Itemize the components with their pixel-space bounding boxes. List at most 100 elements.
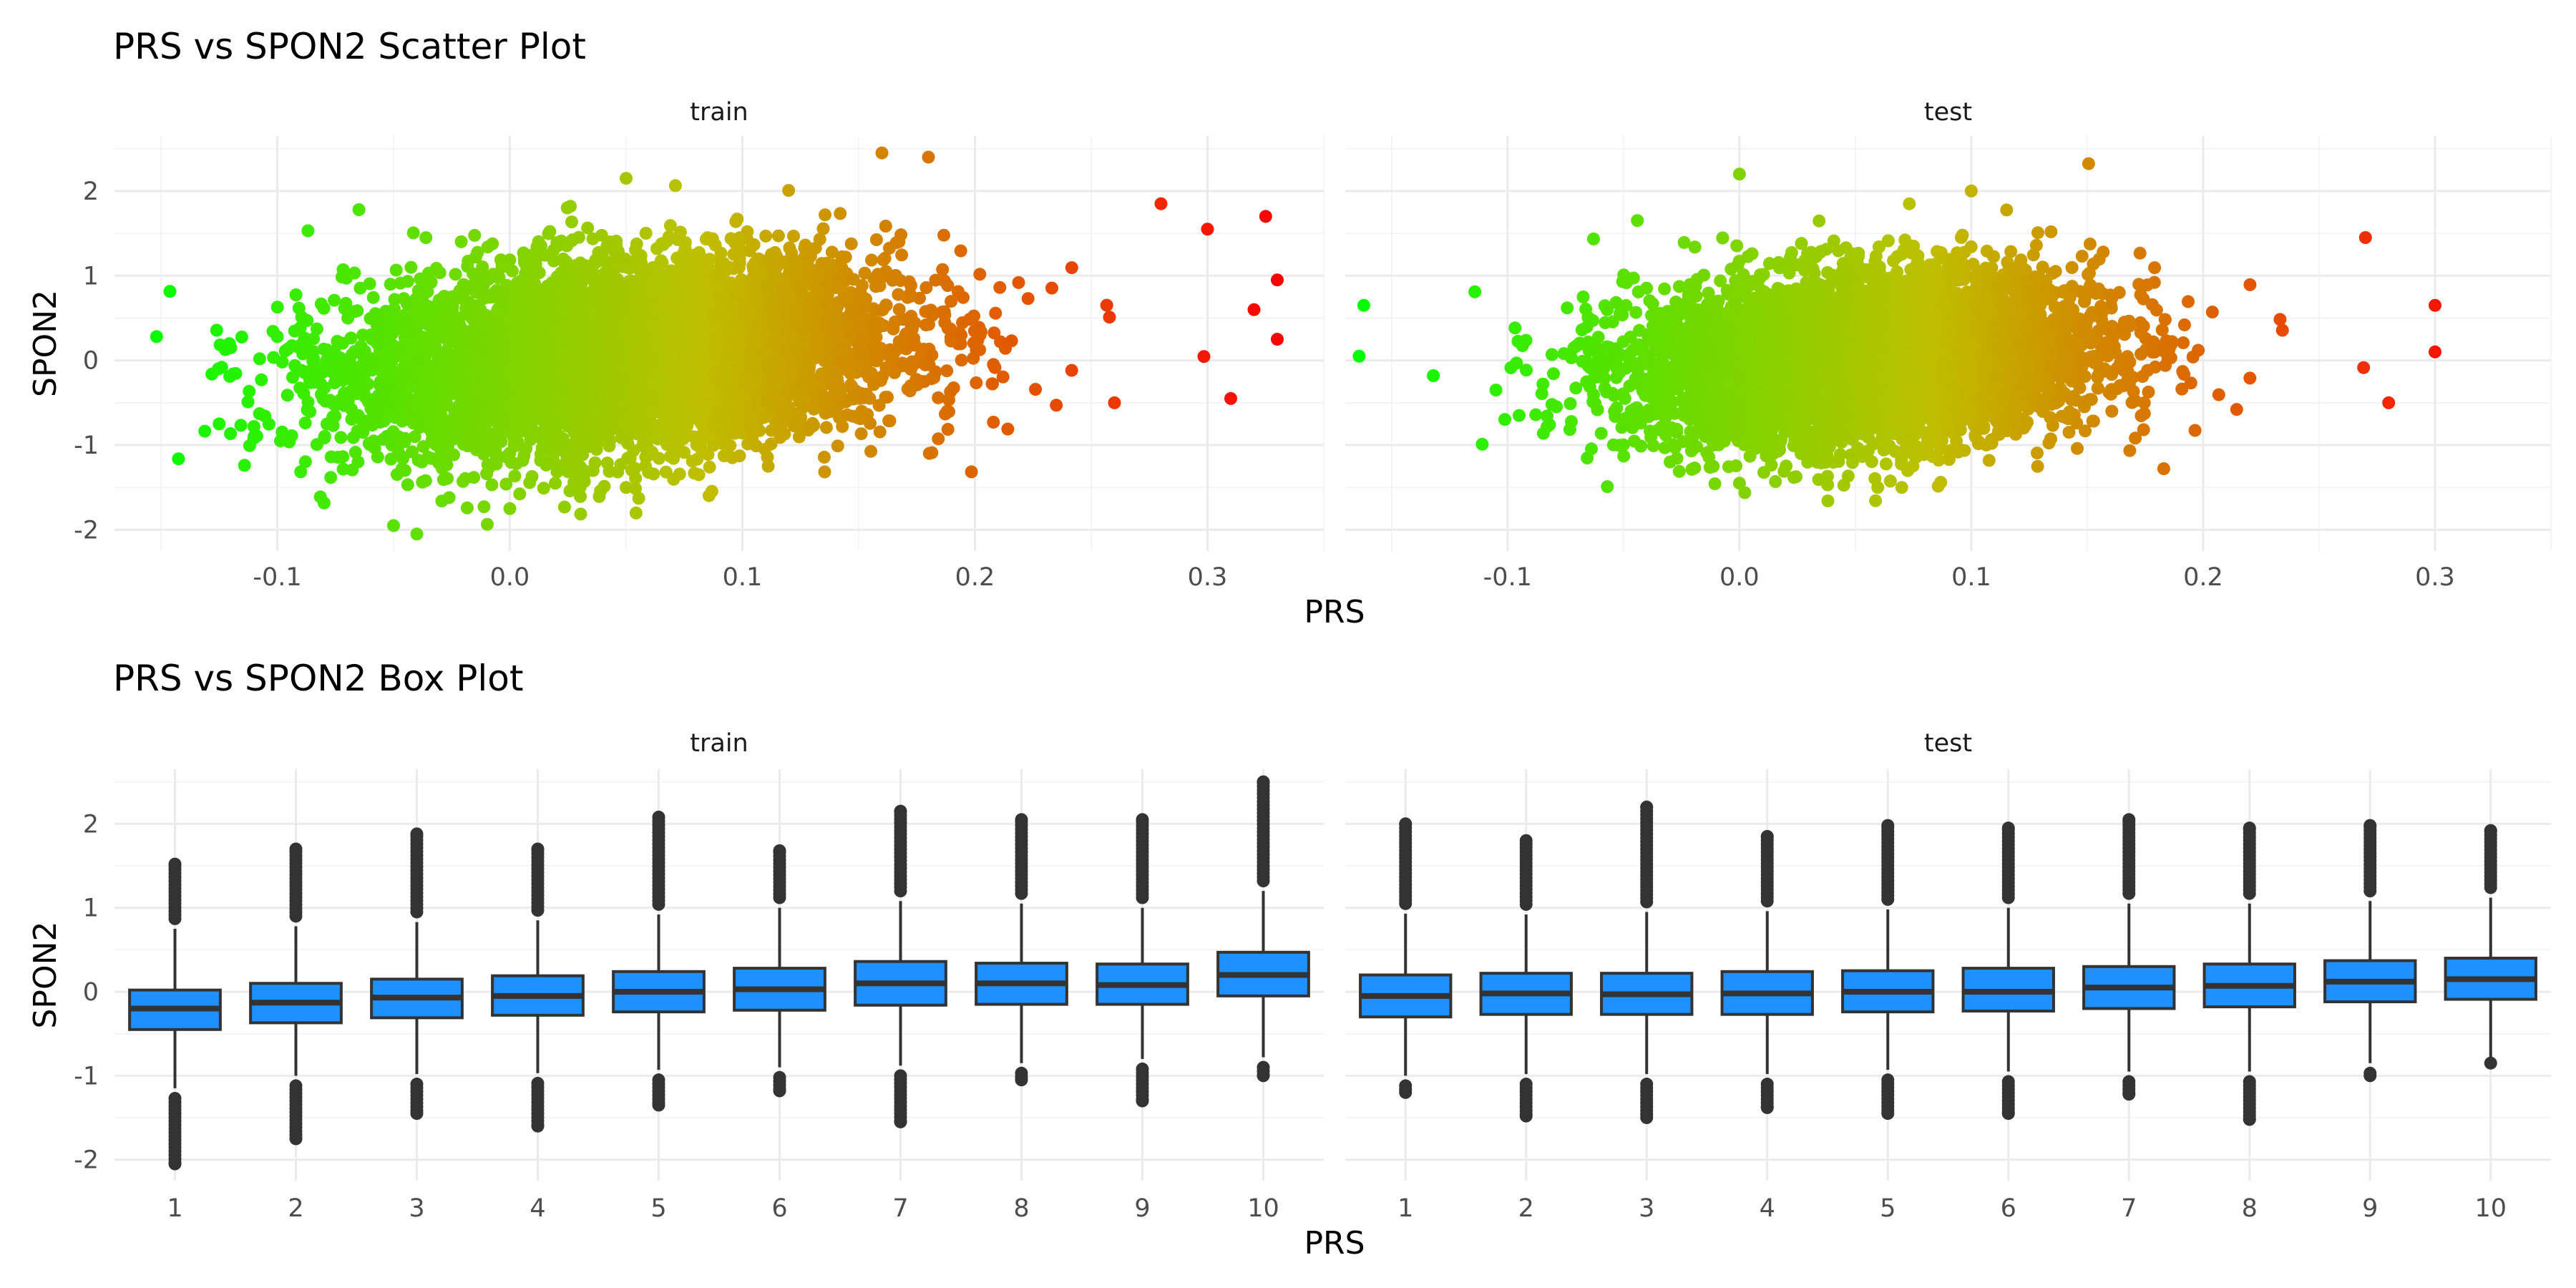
facet-label-train: train [690, 98, 748, 127]
scatter-point [292, 301, 306, 315]
scatter-point [399, 464, 411, 477]
scatter-point [389, 263, 403, 277]
scatter-point [925, 446, 939, 459]
scatter-point [663, 219, 677, 233]
scatter-point [865, 253, 878, 267]
scatter-point [873, 425, 887, 439]
scatter-point [932, 432, 945, 446]
scatter-point [963, 313, 976, 326]
scatter-point [314, 377, 328, 391]
scatter-point [477, 447, 490, 461]
scatter-point [888, 315, 902, 328]
x-tick-label: 0.0 [490, 563, 530, 592]
scatter-point [844, 237, 858, 250]
scatter-point [557, 500, 571, 514]
scatter-point [877, 253, 890, 267]
scatter-point [549, 477, 562, 490]
scatter-point [467, 439, 481, 453]
scatter-point [223, 370, 237, 383]
x-tick-label: 0.1 [723, 563, 763, 592]
scatter-point [507, 438, 521, 452]
scatter-point [346, 431, 360, 444]
scatter-point [348, 446, 362, 459]
scatter-point [895, 248, 909, 262]
scatter-point [881, 391, 894, 404]
scatter-point [892, 303, 906, 316]
scatter-point [986, 377, 999, 391]
scatter-point [198, 424, 212, 438]
scatter-point [940, 364, 954, 378]
scatter-point [586, 232, 600, 245]
scatter-points-train [150, 146, 1284, 541]
scatter-point [468, 228, 482, 242]
scatter-point [1103, 311, 1116, 324]
scatter-point [733, 449, 746, 463]
scatter-point [955, 353, 968, 367]
scatter-point [886, 273, 899, 287]
scatter-point [876, 370, 889, 384]
scatter-point [1012, 275, 1025, 289]
scatter-point [352, 203, 366, 216]
scatter-point [987, 416, 1000, 429]
scatter-point [310, 322, 323, 336]
scatter-point [481, 240, 494, 254]
scatter-point [419, 231, 433, 245]
scatter-point [817, 450, 831, 464]
scatter-point [454, 235, 468, 248]
scatter-point [401, 478, 414, 492]
scatter-point [892, 288, 905, 301]
scatter-point [574, 507, 587, 521]
scatter-point [758, 443, 771, 456]
scatter-point [970, 376, 983, 389]
scatter-point [270, 301, 284, 314]
scatter-point [404, 260, 418, 274]
scatter-point [298, 455, 312, 469]
scatter-point [807, 402, 821, 416]
scatter-point [238, 459, 251, 472]
scatter-point [293, 321, 307, 334]
scatter-point [537, 482, 550, 495]
boxplot-title: PRS vs SPON2 Box Plot [113, 658, 524, 699]
scatter-point [999, 341, 1013, 355]
scatter-point [581, 221, 595, 235]
scatter-point [887, 346, 901, 360]
scatter-point [838, 289, 852, 303]
scatter-point [592, 489, 606, 503]
scatter-point [328, 293, 341, 307]
scatter-point [235, 331, 248, 343]
scatter-point [481, 517, 494, 531]
scatter-point [919, 281, 933, 294]
scatter-point [513, 487, 527, 501]
scatter-point [334, 431, 348, 444]
scatter-point [557, 252, 570, 265]
scatter-point [869, 233, 883, 246]
scatter-point [973, 268, 987, 281]
scatter-point [639, 227, 653, 240]
scatter-point [625, 464, 638, 477]
scatter-point [574, 256, 587, 270]
scatter-point [600, 457, 614, 470]
scatter-point [882, 414, 896, 428]
scatter-point [301, 224, 315, 238]
scatter-point [813, 233, 826, 246]
scatter-point [485, 478, 499, 492]
scatter-point [550, 459, 564, 472]
scatter-point [839, 250, 852, 264]
scatter-point [274, 434, 287, 448]
scatter-point [942, 405, 955, 419]
scatter-point [694, 441, 708, 455]
scatter-point [224, 427, 238, 440]
scatter-point [293, 381, 307, 395]
scatter-point [462, 255, 475, 268]
scatter-point [369, 307, 382, 321]
scatter-point [406, 226, 420, 240]
scatter-point [499, 477, 513, 491]
x-tick-label: -0.1 [253, 563, 301, 592]
scatter-point [630, 237, 643, 250]
scatter-point [298, 416, 312, 430]
scatter-point [825, 245, 839, 259]
scatter-point [163, 285, 177, 298]
scatter-point [336, 462, 350, 476]
scatter-point [482, 291, 496, 304]
